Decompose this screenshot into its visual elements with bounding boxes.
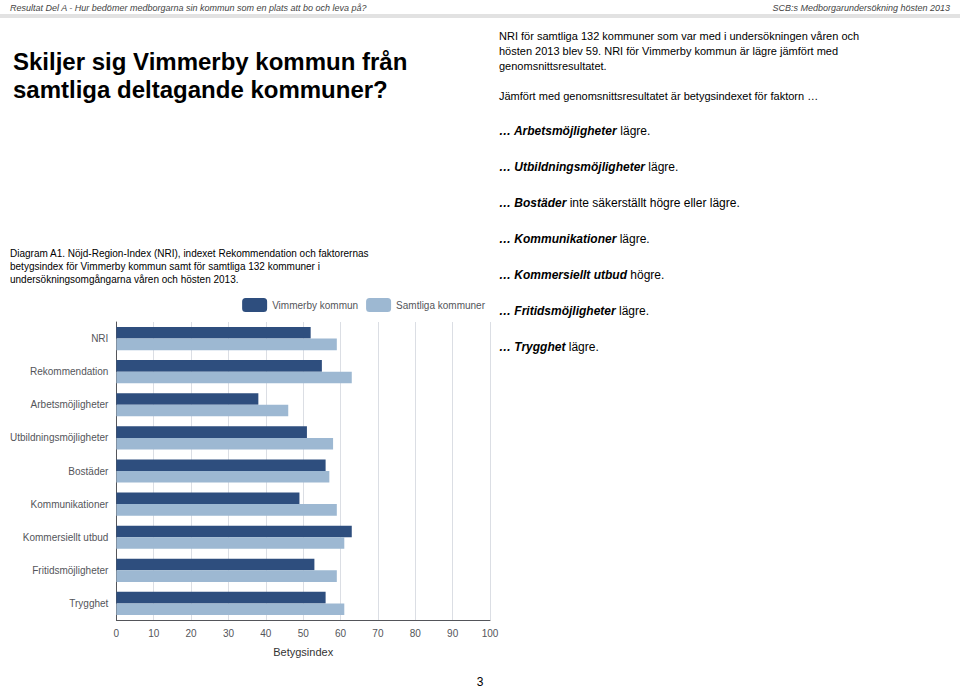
svg-text:lägre.: lägre. bbox=[616, 232, 649, 246]
svg-text:betygsindex för Vimmerby kommu: betygsindex för Vimmerby kommun samt för… bbox=[10, 261, 320, 272]
svg-text:undersökningsomgångarna våren: undersökningsomgångarna våren och hösten… bbox=[10, 274, 239, 285]
svg-text:10: 10 bbox=[148, 628, 160, 639]
svg-text:Skiljer sig Vimmerby kommun fr: Skiljer sig Vimmerby kommun från bbox=[13, 48, 407, 75]
svg-text:lägre.: lägre. bbox=[616, 304, 649, 318]
svg-text:… Bostäder: … Bostäder bbox=[499, 196, 568, 210]
svg-text:80: 80 bbox=[410, 628, 422, 639]
svg-text:genomsnittsresultatet.: genomsnittsresultatet. bbox=[499, 60, 607, 72]
svg-text:NRI för samtliga 132 kommuner: NRI för samtliga 132 kommuner som var me… bbox=[499, 30, 859, 42]
svg-text:Arbetsmöjligheter: Arbetsmöjligheter bbox=[31, 399, 109, 410]
svg-text:… Trygghet: … Trygghet bbox=[499, 340, 566, 354]
svg-text:Jämfört med genomsnittsresulta: Jämfört med genomsnittsresultatet är bet… bbox=[499, 90, 818, 102]
svg-text:… Arbetsmöjligheter: … Arbetsmöjligheter bbox=[499, 124, 618, 138]
svg-text:Bostäder: Bostäder bbox=[68, 466, 109, 477]
svg-text:lägre.: lägre. bbox=[617, 124, 650, 138]
svg-text:60: 60 bbox=[335, 628, 347, 639]
svg-text:… Fritidsmöjligheter: … Fritidsmöjligheter bbox=[499, 304, 617, 318]
svg-text:100: 100 bbox=[482, 628, 499, 639]
svg-text:70: 70 bbox=[372, 628, 384, 639]
svg-text:Resultat Del A - Hur bedömer m: Resultat Del A - Hur bedömer medborgarna… bbox=[10, 3, 367, 13]
svg-text:Rekommendation: Rekommendation bbox=[30, 366, 108, 377]
svg-text:högre.: högre. bbox=[627, 268, 664, 282]
svg-text:Utbildningsmöjligheter: Utbildningsmöjligheter bbox=[10, 432, 109, 443]
svg-text:lägre.: lägre. bbox=[645, 160, 678, 174]
svg-text:Fritidsmöjligheter: Fritidsmöjligheter bbox=[32, 565, 109, 576]
svg-text:Diagram A1. Nöjd-Region-Index: Diagram A1. Nöjd-Region-Index (NRI), ind… bbox=[10, 248, 369, 259]
svg-text:… Utbildningsmöjligheter: … Utbildningsmöjligheter bbox=[499, 160, 646, 174]
svg-text:… Kommunikationer: … Kommunikationer bbox=[499, 232, 618, 246]
svg-text:3: 3 bbox=[477, 675, 484, 689]
svg-text:NRI: NRI bbox=[91, 333, 108, 344]
svg-text:… Kommersiellt utbud: … Kommersiellt utbud bbox=[499, 268, 628, 282]
svg-text:Samtliga kommuner: Samtliga kommuner bbox=[396, 300, 486, 311]
svg-text:Trygghet: Trygghet bbox=[69, 598, 108, 609]
svg-text:20: 20 bbox=[186, 628, 198, 639]
svg-text:hösten 2013 blev 59. NRI för V: hösten 2013 blev 59. NRI för Vimmerby ko… bbox=[499, 45, 838, 57]
svg-text:inte säkerställt högre eller l: inte säkerställt högre eller lägre. bbox=[566, 196, 739, 210]
svg-text:samtliga deltagande kommuner?: samtliga deltagande kommuner? bbox=[13, 76, 388, 103]
svg-text:SCB:s Medborgarundersökning hö: SCB:s Medborgarundersökning hösten 2013 bbox=[772, 3, 950, 13]
svg-text:40: 40 bbox=[260, 628, 272, 639]
svg-text:90: 90 bbox=[447, 628, 459, 639]
svg-text:Kommunikationer: Kommunikationer bbox=[31, 499, 109, 510]
svg-text:0: 0 bbox=[114, 628, 120, 639]
svg-text:Betygsindex: Betygsindex bbox=[273, 646, 333, 658]
svg-text:Vimmerby kommun: Vimmerby kommun bbox=[272, 300, 358, 311]
svg-text:Kommersiellt utbud: Kommersiellt utbud bbox=[23, 532, 109, 543]
svg-text:30: 30 bbox=[223, 628, 235, 639]
svg-text:lägre.: lägre. bbox=[565, 340, 598, 354]
svg-text:50: 50 bbox=[298, 628, 310, 639]
